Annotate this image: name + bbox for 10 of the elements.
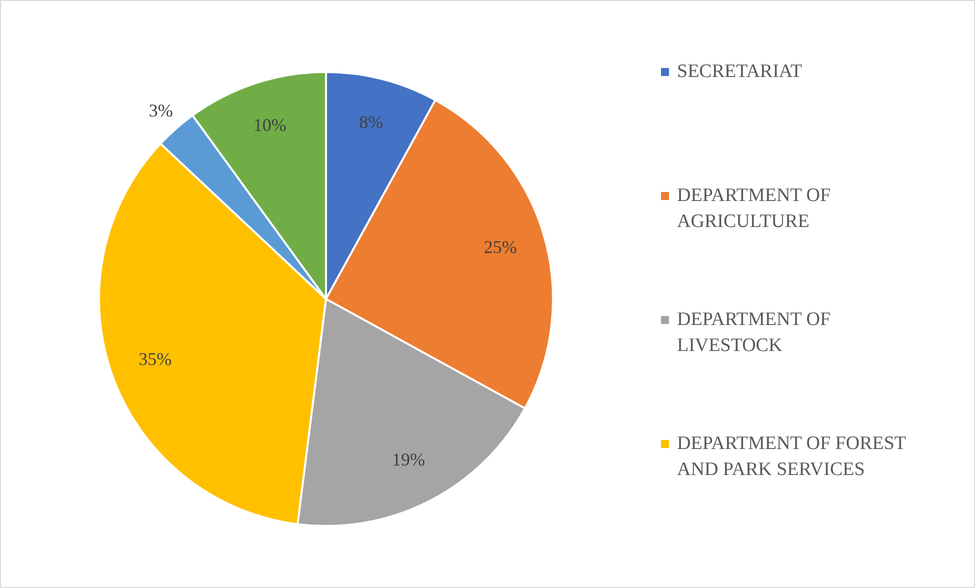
data-label: 10%: [253, 115, 286, 136]
legend-label: SECRETARIAT: [677, 60, 804, 84]
legend-label: DEPARTMENT OF FOREST AND PARK SERVICES: [677, 432, 907, 482]
legend-label: DEPARTMENT OF LIVESTOCK: [677, 308, 832, 358]
data-label: 3%: [148, 100, 173, 120]
legend-label: DEPARTMENT OF AGRICULTURE: [677, 184, 832, 234]
data-label: 35%: [138, 349, 172, 370]
data-label: 19%: [392, 450, 425, 470]
data-label: 8%: [359, 112, 384, 132]
data-label: 25%: [484, 237, 517, 258]
